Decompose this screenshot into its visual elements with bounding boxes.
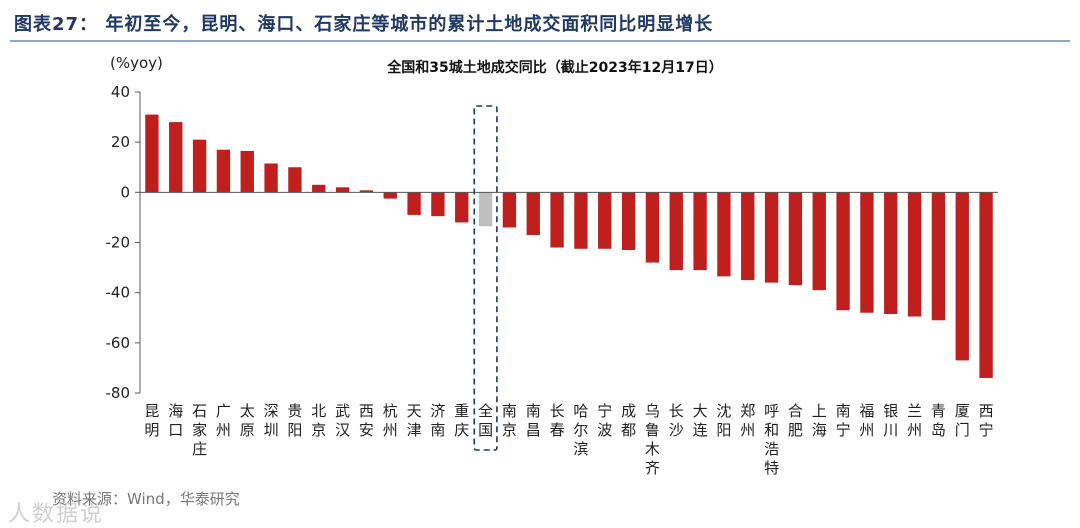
x-tick-label: 昆明 (144, 402, 159, 439)
x-tick-label: 南昌 (526, 402, 541, 439)
x-tick-label: 宁波 (597, 402, 612, 439)
bar (526, 192, 540, 235)
x-tick-label: 西安 (359, 402, 374, 439)
bar (812, 192, 826, 291)
x-tick-label: 合肥 (788, 402, 803, 439)
x-tick-label: 深圳 (264, 402, 279, 439)
y-tick-label: -80 (106, 384, 131, 402)
bar (693, 192, 707, 271)
y-tick-label: 0 (120, 183, 130, 201)
x-tick-label: 成都 (621, 402, 636, 439)
y-tick-label: -60 (106, 334, 131, 352)
watermark-text: 人数据说 (8, 502, 105, 527)
bar (145, 114, 159, 193)
highlight-box (473, 105, 498, 451)
bar (669, 192, 683, 271)
x-tick-label: 郑州 (740, 402, 755, 439)
bar (955, 192, 969, 361)
y-tick-label: -20 (106, 234, 131, 252)
x-tick-label: 青岛 (931, 402, 946, 439)
chart-title: 全国和35城土地成交同比（截止2023年12月17日） (386, 59, 722, 76)
x-tick-label: 贵阳 (287, 402, 302, 439)
bar (312, 184, 326, 193)
x-tick-label: 天津 (407, 402, 422, 439)
x-tick-label: 沈阳 (716, 402, 731, 439)
source-note: 资料来源：Wind，华泰研究 (52, 490, 240, 508)
x-tick-label: 南宁 (836, 402, 851, 439)
y-tick-label: -40 (106, 284, 131, 302)
y-tick-label: 20 (111, 133, 130, 151)
bar (216, 149, 231, 193)
bar (550, 192, 564, 248)
bar (383, 192, 397, 199)
bar (788, 192, 803, 286)
x-tick-label: 上海 (812, 402, 827, 439)
x-tick-label: 乌鲁木齐 (645, 402, 660, 477)
bar (764, 192, 779, 283)
y-axis-label: (%yoy) (110, 54, 163, 72)
title-divider (10, 40, 1070, 42)
bar (169, 122, 183, 193)
bar (741, 192, 755, 281)
x-tick-label: 南京 (502, 402, 517, 439)
x-tick-label: 大连 (693, 402, 708, 439)
x-tick-label: 杭州 (383, 402, 398, 439)
bar (431, 192, 445, 217)
x-tick-label: 厦门 (955, 402, 970, 439)
plot-area: 40 20 0 -20 -40 -60 -80 昆明海口石家庄广州太原深圳贵阳北京武汉西安杭州… (106, 83, 998, 477)
bar (478, 192, 493, 227)
x-tick-label: 福州 (859, 402, 874, 439)
bar (502, 192, 517, 228)
x-tick-label: 太原 (240, 402, 255, 439)
bar (359, 190, 374, 193)
x-tick-label: 呼和浩特 (764, 402, 779, 477)
bar (335, 187, 350, 193)
bar (979, 192, 993, 378)
bar (931, 192, 946, 321)
y-tick-label: 40 (111, 83, 130, 101)
x-tick-label: 兰州 (907, 402, 922, 439)
x-tick-label: 全国 (478, 402, 493, 439)
bar (621, 192, 636, 251)
bar (264, 163, 278, 193)
bar (860, 192, 874, 313)
bar (574, 192, 588, 249)
x-tick-label: 西宁 (979, 402, 994, 439)
bar (645, 192, 660, 263)
x-tick-label: 海口 (168, 402, 183, 439)
bar (907, 192, 922, 317)
bar (288, 167, 302, 193)
x-tick-label: 银川 (883, 402, 898, 439)
x-tick-label: 重庆 (454, 402, 469, 439)
bar (717, 192, 731, 277)
bar (192, 139, 207, 193)
bar (407, 192, 421, 215)
x-tick-label: 长沙 (669, 402, 684, 439)
x-tick-label: 长春 (550, 402, 565, 439)
figure-title: 图表27： 年初至今，昆明、海口、石家庄等城市的累计土地成交面积同比明显增长 (14, 14, 714, 35)
bar (884, 192, 898, 314)
x-tick-label: 广州 (216, 402, 231, 439)
x-tick-label: 石家庄 (192, 402, 207, 458)
bar (836, 192, 850, 311)
bar (598, 192, 612, 249)
bar (455, 192, 469, 223)
x-tick-label: 武汉 (335, 402, 350, 439)
x-tick-label: 哈尔滨 (573, 402, 588, 458)
x-tick-label: 北京 (311, 402, 326, 439)
bar (240, 150, 254, 193)
x-tick-label: 济南 (430, 402, 445, 439)
